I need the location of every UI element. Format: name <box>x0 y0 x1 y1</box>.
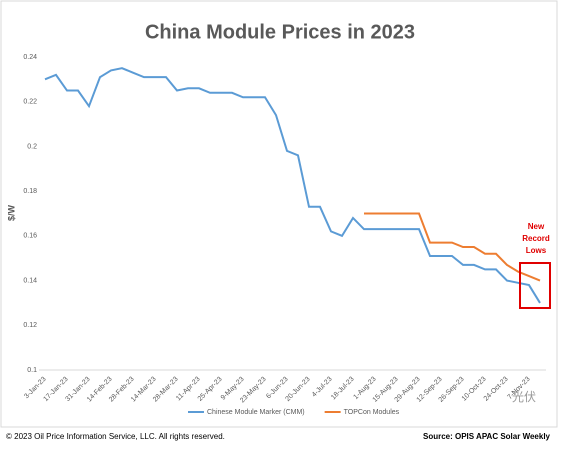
annotation-box <box>519 262 551 309</box>
y-axis-label: $/W <box>6 205 16 222</box>
series-line <box>44 67 541 304</box>
y-tick-label: 0.24 <box>23 54 37 61</box>
y-tick-label: 0.2 <box>27 143 37 150</box>
chart-title: China Module Prices in 2023 <box>145 21 415 43</box>
y-tick-label: 0.12 <box>23 322 37 329</box>
annotation-text: Lows <box>526 246 547 255</box>
legend-label: TOPCon Modules <box>344 409 400 416</box>
annotation-text: New <box>528 222 545 231</box>
footer-right: Source: OPIS APAC Solar Weekly <box>423 432 551 441</box>
y-tick-label: 0.18 <box>23 188 37 195</box>
footer-left: © 2023 Oil Price Information Service, LL… <box>6 432 225 441</box>
chart-frame <box>0 0 558 428</box>
y-tick-label: 0.22 <box>23 99 37 106</box>
watermark: 光伏 <box>512 390 536 404</box>
legend-label: Chinese Module Marker (CMM) <box>207 409 305 416</box>
series-line <box>364 212 541 282</box>
annotation-text: Record <box>522 234 550 243</box>
y-tick-label: 0.16 <box>23 233 37 240</box>
y-tick-label: 0.1 <box>27 367 37 374</box>
y-tick-label: 0.14 <box>23 277 37 284</box>
